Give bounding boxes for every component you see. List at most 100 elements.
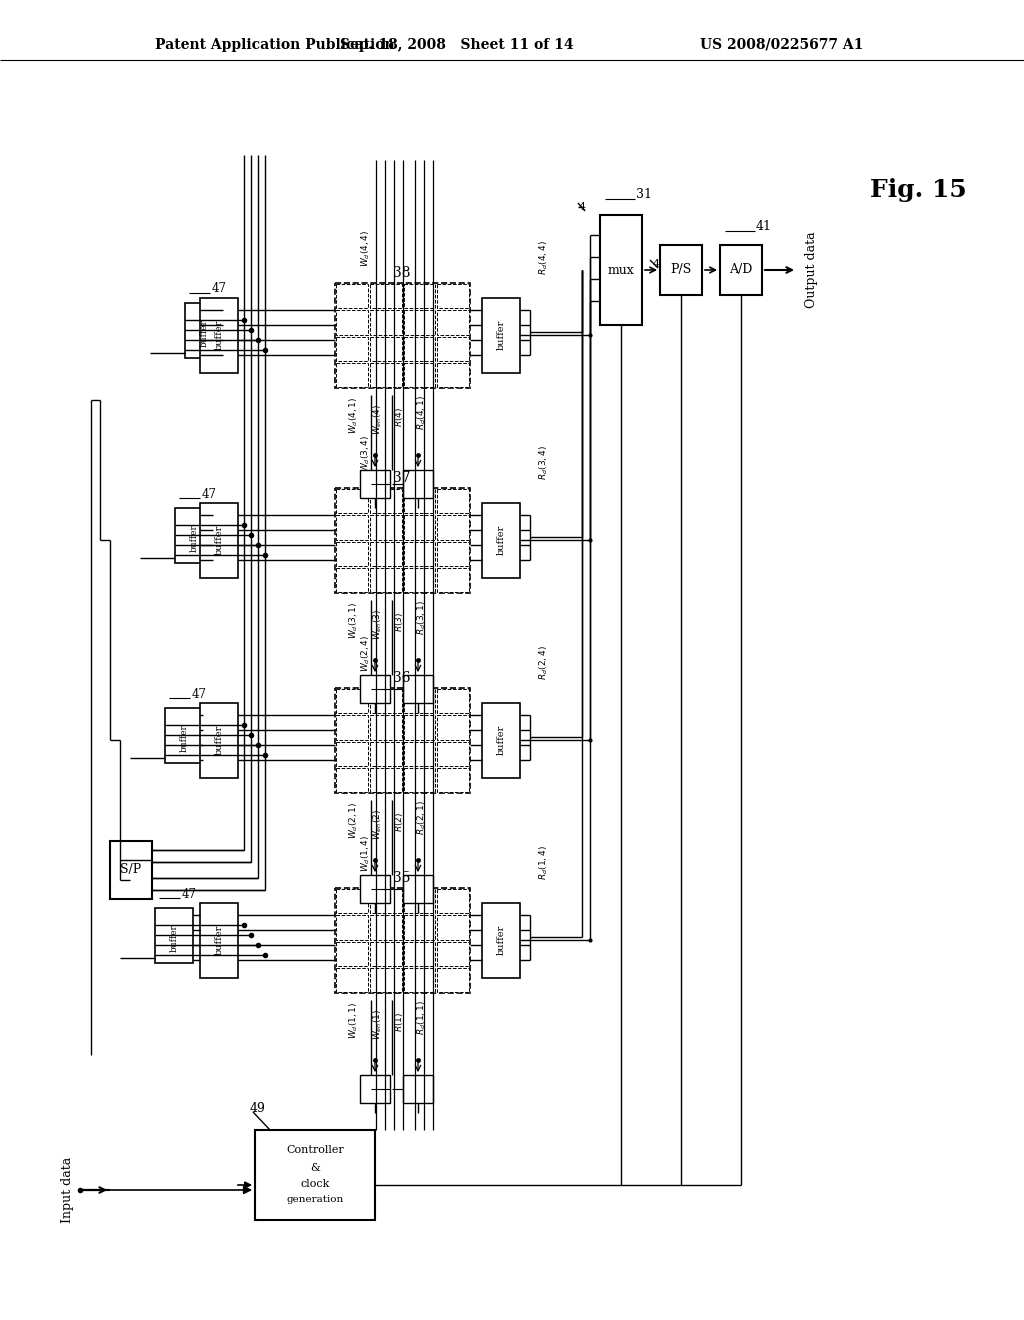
Text: clock: clock: [300, 1179, 330, 1189]
Text: $R_d(4,4)$: $R_d(4,4)$: [538, 240, 551, 276]
Bar: [336, 310, 368, 334]
Bar: [482, 704, 520, 777]
Bar: [335, 688, 470, 793]
Bar: [335, 888, 470, 993]
Text: $W_d(4,4)$: $W_d(4,4)$: [360, 230, 373, 267]
Text: A/D: A/D: [729, 264, 753, 276]
Bar: [437, 968, 469, 993]
Bar: [403, 768, 435, 792]
Text: buffer: buffer: [200, 319, 209, 347]
Bar: [175, 508, 213, 564]
Bar: [403, 1074, 433, 1104]
Bar: [437, 915, 469, 940]
Text: $R_d(2,4)$: $R_d(2,4)$: [538, 645, 551, 680]
Bar: [336, 568, 368, 591]
Text: 4: 4: [579, 202, 586, 213]
Bar: [403, 363, 435, 387]
Bar: [437, 363, 469, 387]
Text: Output data: Output data: [806, 232, 818, 309]
Bar: [660, 246, 702, 294]
Text: $W_{en}(4)$: $W_{en}(4)$: [371, 404, 384, 436]
Bar: [336, 363, 368, 387]
Text: $\bar{R}(2)$: $\bar{R}(2)$: [392, 812, 406, 832]
Text: 4: 4: [652, 259, 659, 269]
Text: S/P: S/P: [121, 863, 141, 876]
Bar: [336, 915, 368, 940]
Bar: [335, 282, 470, 388]
Bar: [482, 903, 520, 978]
Text: 47: 47: [182, 887, 197, 900]
Text: buffer: buffer: [497, 525, 506, 556]
Text: P/S: P/S: [671, 264, 691, 276]
Text: buffer: buffer: [170, 924, 178, 952]
Bar: [482, 503, 520, 578]
Bar: [437, 310, 469, 334]
Text: 49: 49: [250, 1101, 266, 1114]
Bar: [437, 742, 469, 766]
Text: $R_d(2,1)$: $R_d(2,1)$: [415, 801, 427, 836]
Bar: [720, 246, 762, 294]
Bar: [336, 515, 368, 540]
Bar: [403, 541, 435, 566]
Text: $W_{en}(3)$: $W_{en}(3)$: [371, 610, 384, 640]
Bar: [437, 568, 469, 591]
Bar: [370, 337, 401, 360]
Text: Patent Application Publication: Patent Application Publication: [155, 38, 394, 51]
Bar: [335, 488, 470, 593]
Bar: [360, 675, 390, 704]
Text: buffer: buffer: [214, 525, 223, 556]
Text: 47: 47: [202, 487, 217, 500]
Bar: [370, 715, 401, 739]
Bar: [437, 337, 469, 360]
Bar: [403, 470, 433, 498]
Bar: [403, 875, 433, 903]
Text: $W_d(2,4)$: $W_d(2,4)$: [360, 635, 373, 672]
Text: 41: 41: [756, 220, 772, 234]
Bar: [336, 689, 368, 713]
Bar: [336, 941, 368, 966]
Text: $W_d(1,1)$: $W_d(1,1)$: [347, 1002, 359, 1039]
Bar: [370, 568, 401, 591]
Bar: [360, 470, 390, 498]
Bar: [403, 284, 435, 309]
Text: buffer: buffer: [497, 725, 506, 755]
Bar: [370, 515, 401, 540]
Bar: [403, 888, 435, 913]
Bar: [336, 488, 368, 513]
Bar: [403, 675, 433, 704]
Text: 38: 38: [393, 267, 411, 280]
Text: buffer: buffer: [497, 925, 506, 956]
Text: buffer: buffer: [214, 725, 223, 755]
Bar: [370, 284, 401, 309]
Text: $R_d(4,1)$: $R_d(4,1)$: [415, 396, 427, 430]
Bar: [155, 908, 193, 964]
Bar: [403, 968, 435, 993]
Bar: [360, 875, 390, 903]
Bar: [336, 715, 368, 739]
Text: 47: 47: [212, 282, 227, 296]
Text: 36: 36: [393, 671, 411, 685]
Bar: [482, 298, 520, 374]
Text: $R_d(3,4)$: $R_d(3,4)$: [538, 446, 551, 480]
Text: $W_d(1,4)$: $W_d(1,4)$: [360, 834, 373, 871]
Bar: [110, 841, 152, 899]
Bar: [255, 1130, 375, 1220]
Text: $R_d(3,1)$: $R_d(3,1)$: [415, 601, 427, 635]
Bar: [336, 337, 368, 360]
Text: Controller: Controller: [286, 1144, 344, 1155]
Bar: [370, 742, 401, 766]
Bar: [336, 968, 368, 993]
Bar: [360, 1074, 390, 1104]
Text: 37: 37: [393, 471, 411, 484]
Bar: [370, 888, 401, 913]
Bar: [437, 541, 469, 566]
Text: $W_{en}(2)$: $W_{en}(2)$: [371, 809, 384, 841]
Bar: [370, 768, 401, 792]
Text: buffer: buffer: [497, 319, 506, 350]
Text: $R_d(1,4)$: $R_d(1,4)$: [538, 846, 551, 880]
Bar: [600, 215, 642, 325]
Bar: [437, 488, 469, 513]
Text: $W_d(4,1)$: $W_d(4,1)$: [347, 396, 359, 434]
Bar: [370, 363, 401, 387]
Bar: [437, 768, 469, 792]
